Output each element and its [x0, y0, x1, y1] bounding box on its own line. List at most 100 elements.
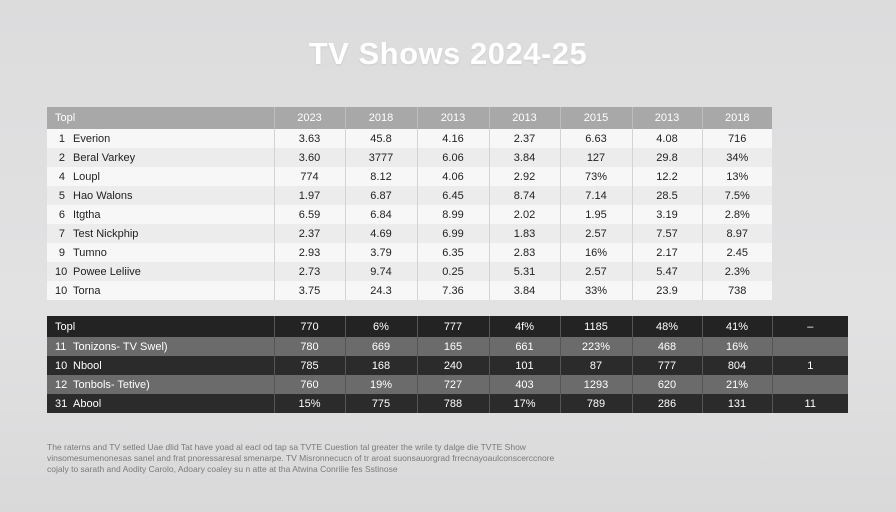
value-cell: 3.84 — [489, 281, 561, 300]
value-cell: 240 — [417, 356, 490, 375]
value-cell: 7.36 — [417, 281, 490, 300]
show-name: Itgtha — [73, 208, 101, 221]
value-cell: 788 — [417, 394, 490, 413]
value-cell: 9.74 — [345, 262, 418, 281]
value-cell: 101 — [489, 356, 561, 375]
show-cell: 6 Itgtha — [47, 205, 275, 224]
table-header-row: Topl 770 6% 777 4f% 1185 48% 41% – — [47, 316, 848, 337]
value-cell: 17% — [489, 394, 561, 413]
value-cell: 19% — [345, 375, 418, 394]
rank-number: 10 — [55, 284, 68, 297]
table-row: 1 Everion 3.63 45.8 4.16 2.37 6.63 4.08 716 — [47, 129, 772, 148]
value-cell: 4.16 — [417, 129, 490, 148]
table-row: 10 Nbool 785 168 240 101 87 777 804 1 — [47, 356, 848, 375]
value-cell: 8.97 — [702, 224, 772, 243]
page-title: TV Shows 2024-25 — [308, 36, 588, 71]
value-cell: 669 — [345, 337, 418, 356]
value-cell: 12.2 — [632, 167, 703, 186]
value-cell: 2.37 — [489, 129, 561, 148]
column-header: 2023 — [274, 107, 346, 129]
column-header: 2013 — [417, 107, 490, 129]
value-cell: 21% — [702, 375, 773, 394]
show-cell: 5 Hao Walons — [47, 186, 275, 205]
table-row: 2 Beral Varkey 3.60 3777 6.06 3.84 127 29.8 34% — [47, 148, 772, 167]
value-cell: 2.45 — [702, 243, 772, 262]
show-name: Tonizons- TV Swel) — [73, 340, 168, 353]
column-header: 48% — [632, 316, 703, 337]
value-cell: 804 — [702, 356, 773, 375]
show-cell: 1 Everion — [47, 129, 275, 148]
value-cell: 1.83 — [489, 224, 561, 243]
value-cell: 15% — [274, 394, 346, 413]
show-name: Everion — [73, 132, 111, 145]
footnote-line: vinsomesumenonesas sanel and frat pnores… — [47, 453, 555, 463]
rank-number: 12 — [55, 378, 68, 391]
table-row: 31 Abool 15% 775 788 17% 789 286 131 11 — [47, 394, 848, 413]
column-header: 770 — [274, 316, 346, 337]
value-cell: 403 — [489, 375, 561, 394]
show-name: Beral Varkey — [73, 151, 136, 164]
value-cell: 29.8 — [632, 148, 703, 167]
value-cell: 3.79 — [345, 243, 418, 262]
value-cell: 760 — [274, 375, 346, 394]
show-name: Tonbols- Tetive) — [73, 378, 150, 391]
value-cell: 2.37 — [274, 224, 346, 243]
value-cell: 2.3% — [702, 262, 772, 281]
value-cell: 738 — [702, 281, 772, 300]
value-cell: 7.57 — [632, 224, 703, 243]
value-cell: 0.25 — [417, 262, 490, 281]
value-cell: 780 — [274, 337, 346, 356]
value-cell — [772, 337, 848, 356]
table-row: 6 Itgtha 6.59 6.84 8.99 2.02 1.95 3.19 2.8% — [47, 205, 772, 224]
rank-number: 1 — [58, 132, 65, 145]
value-cell: 2.83 — [489, 243, 561, 262]
value-cell: 2.8% — [702, 205, 772, 224]
column-header: – — [772, 316, 848, 337]
value-cell: 2.57 — [560, 262, 633, 281]
value-cell: 87 — [560, 356, 633, 375]
value-cell: 7.14 — [560, 186, 633, 205]
table-row: 5 Hao Walons 1.97 6.87 6.45 8.74 7.14 28.5 7.5% — [47, 186, 772, 205]
column-header: Topl — [47, 107, 275, 129]
table-row: 9 Tumno 2.93 3.79 6.35 2.83 16% 2.17 2.45 — [47, 243, 772, 262]
value-cell: 11 — [772, 394, 848, 413]
show-name: Tumno — [73, 246, 107, 259]
column-header: Topl — [47, 316, 275, 337]
value-cell — [772, 375, 848, 394]
value-cell: 168 — [345, 356, 418, 375]
column-header: 2013 — [489, 107, 561, 129]
value-cell: 4.69 — [345, 224, 418, 243]
value-cell: 3.63 — [274, 129, 346, 148]
value-cell: 286 — [632, 394, 703, 413]
value-cell: 2.57 — [560, 224, 633, 243]
value-cell: 8.99 — [417, 205, 490, 224]
table-header-row: Topl 2023 2018 2013 2013 2015 2013 2018 — [47, 107, 772, 129]
value-cell: 777 — [632, 356, 703, 375]
value-cell: 7.5% — [702, 186, 772, 205]
value-cell: 6.59 — [274, 205, 346, 224]
rank-number: 31 — [55, 397, 68, 410]
value-cell: 8.12 — [345, 167, 418, 186]
value-cell: 3777 — [345, 148, 418, 167]
column-header: 2018 — [702, 107, 772, 129]
table-row: 10 Powee Leliive 2.73 9.74 0.25 5.31 2.57 5.47 2… — [47, 262, 772, 281]
value-cell: 3.84 — [489, 148, 561, 167]
column-header: 777 — [417, 316, 490, 337]
table-row: 12 Tonbols- Tetive) 760 19% 727 403 1293 620 21% — [47, 375, 848, 394]
column-header: 2018 — [345, 107, 418, 129]
value-cell: 23.9 — [632, 281, 703, 300]
value-cell: 3.75 — [274, 281, 346, 300]
value-cell: 2.92 — [489, 167, 561, 186]
show-cell: 31 Abool — [47, 394, 275, 413]
value-cell: 28.5 — [632, 186, 703, 205]
value-cell: 3.19 — [632, 205, 703, 224]
show-cell: 11 Tonizons- TV Swel) — [47, 337, 275, 356]
value-cell: 127 — [560, 148, 633, 167]
value-cell: 6.63 — [560, 129, 633, 148]
ratings-table-bottom: Topl 770 6% 777 4f% 1185 48% 41% –11 Tonizons- TV… — [47, 316, 848, 413]
show-cell: 10 Torna — [47, 281, 275, 300]
column-header: 41% — [702, 316, 773, 337]
value-cell: 6.99 — [417, 224, 490, 243]
rank-number: 2 — [58, 151, 65, 164]
value-cell: 774 — [274, 167, 346, 186]
